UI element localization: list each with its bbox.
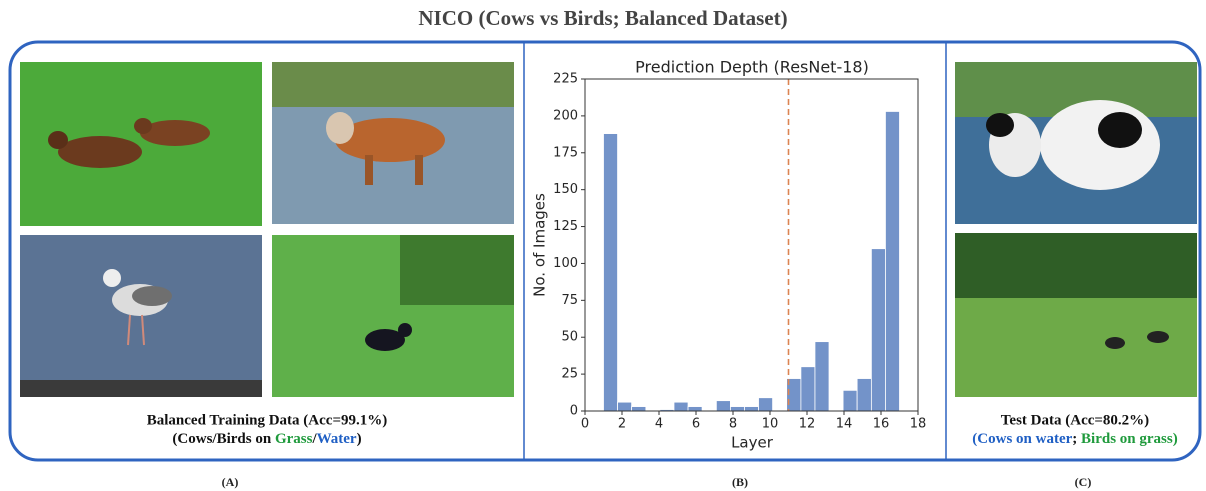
bar (758, 397, 773, 412)
x-tick-label: 12 (799, 417, 816, 432)
y-tick-label: 50 (561, 330, 578, 345)
bar (870, 248, 886, 412)
caption-part: Birds on grass (1081, 431, 1173, 447)
bar (814, 341, 830, 412)
y-tick-label: 175 (553, 145, 578, 160)
bar (631, 406, 647, 412)
frame (8, 40, 1202, 462)
panel-label: (A) (222, 475, 239, 489)
bar (744, 406, 759, 412)
caption-part: (Cows/Birds on (172, 431, 275, 447)
axes-frame (584, 78, 919, 412)
x-tick-label: 16 (873, 417, 890, 432)
panel-label: (B) (732, 475, 748, 489)
panel-label: (C) (1075, 475, 1092, 489)
bar (715, 400, 731, 412)
caption-part: ; (1072, 431, 1081, 447)
y-axis-label: No. of Images (531, 193, 549, 297)
y-tick-label: 100 (553, 256, 578, 271)
chart-title: Prediction Depth (ResNet-18) (635, 58, 869, 77)
y-tick-label: 150 (553, 182, 578, 197)
x-tick-label: 2 (618, 417, 626, 432)
image-cow-water (272, 62, 514, 224)
x-tick-label: 18 (910, 417, 927, 432)
y-tick-label: 25 (561, 367, 578, 382)
image-cow-water-test (955, 62, 1197, 224)
caption: Balanced Training Data (Acc=99.1%) (147, 412, 387, 428)
x-tick-label: 14 (836, 417, 853, 432)
image-cows-grass (20, 62, 262, 226)
x-tick-label: 0 (581, 417, 589, 432)
bar (603, 133, 618, 412)
y-tick-label: 125 (553, 219, 578, 234)
figure-title: NICO (Cows vs Birds; Balanced Dataset) (418, 6, 787, 30)
caption-part: Grass (275, 431, 313, 447)
bar (617, 401, 633, 412)
bar (673, 401, 689, 412)
caption-part: ( (972, 431, 977, 447)
caption-part: ) (1173, 431, 1178, 447)
x-axis-label: Layer (731, 434, 774, 452)
bar (885, 111, 900, 412)
image-bird-grass (272, 235, 514, 397)
caption-part: / (311, 431, 317, 447)
caption-part: Cows on water (977, 431, 1072, 447)
plot: 0 25 50 75 100 125 150 175 200 225 0 2 4 6 8 10 12 14 16 18 (553, 72, 926, 432)
image-bird-water (20, 235, 262, 397)
caption-part: ) (357, 431, 362, 447)
caption-part: Water (317, 431, 357, 447)
x-tick-label: 6 (692, 417, 700, 432)
bar (842, 389, 858, 412)
bar (687, 406, 703, 412)
y-tick-label: 225 (553, 72, 578, 87)
caption: Test Data (Acc=80.2%) (1001, 412, 1149, 428)
bar (800, 366, 816, 412)
image-birds-grass-test (955, 233, 1197, 397)
x-tick-label: 10 (762, 417, 779, 432)
bar (730, 406, 745, 412)
y-tick-label: 200 (553, 108, 578, 123)
x-tick-label: 8 (729, 417, 737, 432)
y-tick-label: 0 (570, 404, 578, 419)
y-tick-label: 75 (561, 293, 578, 308)
bar (856, 378, 872, 412)
caption: (Cows on water; Birds on grass) (972, 431, 1177, 447)
x-tick-label: 4 (655, 417, 663, 432)
caption: (Cows/Birds on Grass/Water) (172, 431, 361, 447)
